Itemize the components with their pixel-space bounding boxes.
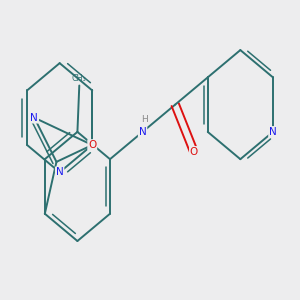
Text: O: O [88, 140, 96, 150]
Text: H: H [141, 116, 148, 124]
Text: N: N [269, 127, 277, 137]
Text: N: N [139, 127, 146, 137]
Text: O: O [190, 147, 198, 157]
Text: CH₃: CH₃ [72, 74, 87, 82]
Text: N: N [56, 167, 64, 177]
Text: N: N [31, 113, 38, 123]
